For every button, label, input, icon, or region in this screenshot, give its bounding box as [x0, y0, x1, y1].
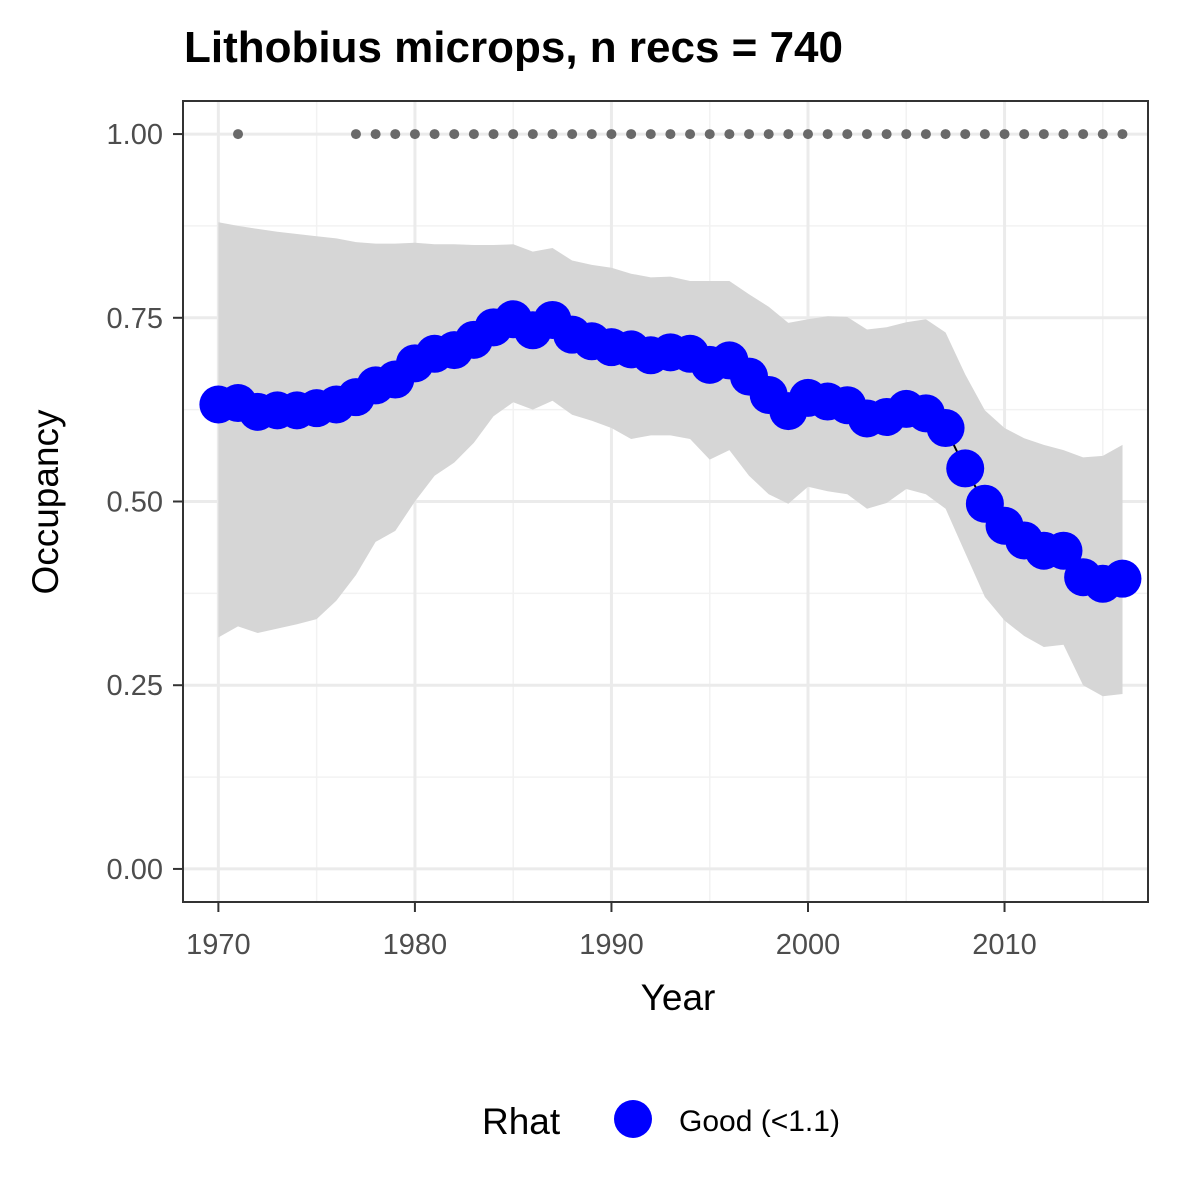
reference-point [920, 129, 931, 140]
reference-point [1117, 129, 1128, 140]
reference-point [449, 129, 460, 140]
occupancy-point [926, 409, 965, 448]
reference-point [901, 129, 912, 140]
x-tick-label: 2000 [776, 929, 841, 961]
x-tick-label: 1970 [186, 929, 251, 961]
reference-point [1038, 129, 1049, 140]
y-tick-label: 0.75 [107, 303, 163, 335]
reference-point [783, 129, 794, 140]
y-axis: 0.00 0.25 0.50 0.75 1.00 [107, 119, 183, 886]
reference-point [488, 129, 499, 140]
x-tick-label: 1990 [579, 929, 644, 961]
reference-point [429, 129, 440, 140]
legend: Rhat Good (<1.1) [482, 1100, 840, 1142]
reference-point [744, 129, 755, 140]
reference-point [1097, 129, 1108, 140]
reference-point [233, 129, 244, 140]
reference-point [861, 129, 872, 140]
reference-point [979, 129, 990, 140]
reference-point [547, 129, 558, 140]
y-tick-label: 1.00 [107, 119, 163, 151]
reference-point [508, 129, 519, 140]
y-tick-label: 0.50 [107, 487, 163, 519]
reference-point [606, 129, 617, 140]
occupancy-point [1044, 531, 1083, 570]
reference-point [842, 129, 853, 140]
reference-point [724, 129, 735, 140]
reference-point [1058, 129, 1069, 140]
reference-point [527, 129, 538, 140]
reference-point [1019, 129, 1030, 140]
reference-point [468, 129, 479, 140]
legend-label-good: Good (<1.1) [679, 1105, 840, 1138]
reference-point [999, 129, 1010, 140]
reference-point [390, 129, 401, 140]
x-tick-label: 2010 [972, 929, 1037, 961]
reference-point [350, 129, 361, 140]
chart-title: Lithobius microps, n recs = 740 [184, 23, 843, 72]
legend-title: Rhat [482, 1101, 561, 1142]
reference-point [704, 129, 715, 140]
occupancy-point [946, 449, 985, 488]
reference-point [685, 129, 696, 140]
reference-point [881, 129, 892, 140]
y-tick-label: 0.00 [107, 854, 163, 886]
series-layer [199, 300, 1142, 603]
reference-point [567, 129, 578, 140]
occupancy-point [1103, 559, 1142, 598]
y-tick-label: 0.25 [107, 670, 163, 702]
reference-point [409, 129, 420, 140]
reference-point [822, 129, 833, 140]
reference-point [960, 129, 971, 140]
reference-point [763, 129, 774, 140]
x-axis-label: Year [641, 977, 716, 1018]
reference-point [586, 129, 597, 140]
x-tick-label: 1980 [383, 929, 448, 961]
reference-points-layer [233, 129, 1128, 140]
reference-point [665, 129, 676, 140]
legend-key-good [614, 1100, 652, 1138]
x-axis: 1970 1980 1990 2000 2010 [186, 902, 1037, 961]
reference-point [626, 129, 637, 140]
reference-point [370, 129, 381, 140]
reference-point [1078, 129, 1089, 140]
y-axis-label: Occupancy [25, 409, 66, 595]
reference-point [802, 129, 813, 140]
reference-point [940, 129, 951, 140]
reference-point [645, 129, 656, 140]
